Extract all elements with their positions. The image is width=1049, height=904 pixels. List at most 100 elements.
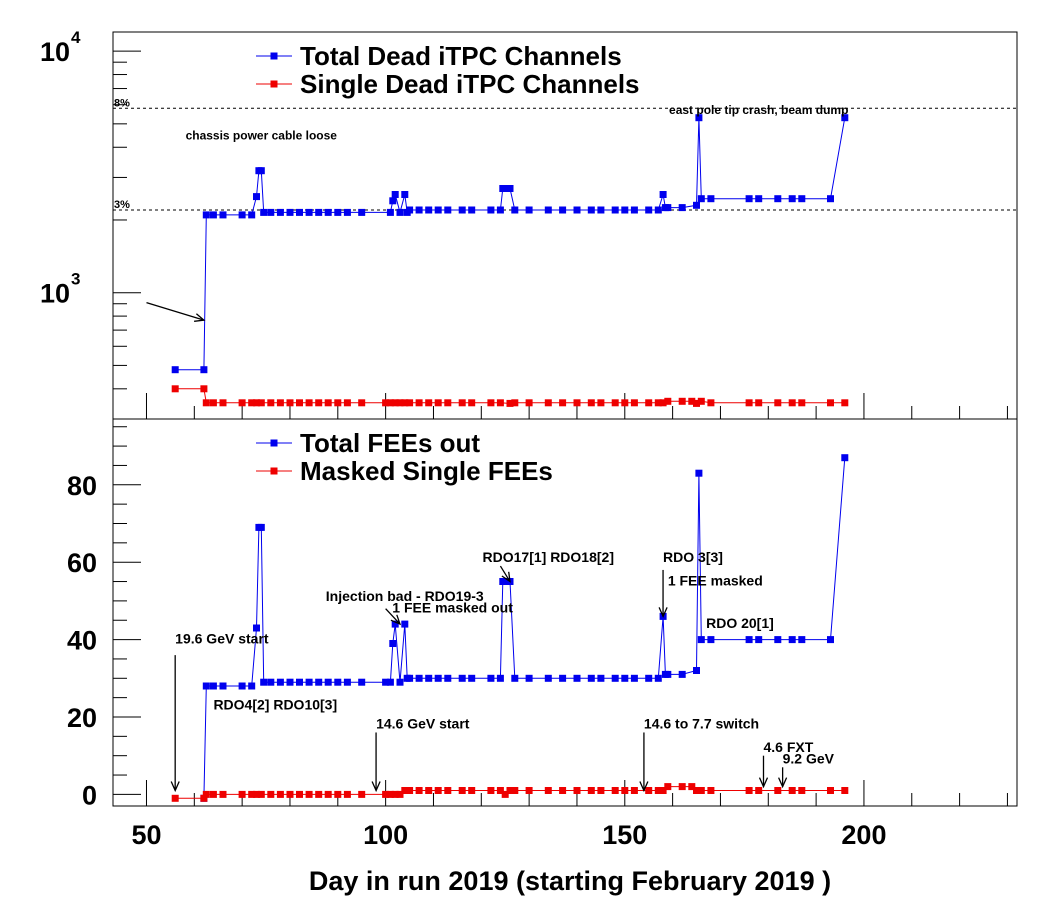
data-point-total xyxy=(209,211,217,219)
data-point-single xyxy=(693,787,700,794)
data-point-total xyxy=(798,636,806,644)
data-point-single xyxy=(382,790,390,798)
data-point-total xyxy=(630,206,638,214)
data-point-total xyxy=(468,206,476,214)
legend-label: Masked Single FEEs xyxy=(300,456,553,486)
data-point-total xyxy=(506,185,514,192)
data-point-single xyxy=(286,399,294,407)
data-point-total xyxy=(219,682,227,690)
data-point-single xyxy=(209,790,217,798)
data-point-total xyxy=(573,674,581,682)
series-line-total xyxy=(175,117,846,371)
data-point-single xyxy=(343,399,351,407)
data-point-single xyxy=(267,399,275,407)
data-point-single xyxy=(678,783,686,791)
data-point-single xyxy=(841,787,849,794)
data-point-single xyxy=(315,399,323,407)
y-tick-label: 40 xyxy=(67,626,97,656)
data-point-single xyxy=(659,787,667,794)
data-point-single xyxy=(693,399,700,407)
data-point-single xyxy=(386,399,394,407)
annotation-arrow xyxy=(146,301,205,321)
data-point-single xyxy=(382,399,390,407)
data-point-single xyxy=(305,399,313,407)
data-point-single xyxy=(425,399,433,407)
data-point-single xyxy=(343,790,351,798)
x-tick-label: 200 xyxy=(841,820,886,850)
data-point-total xyxy=(707,195,715,203)
data-point-single xyxy=(324,399,332,407)
legend-swatch-marker xyxy=(270,439,278,447)
annotation-label: RDO 20[1] xyxy=(706,615,774,631)
data-point-total xyxy=(267,678,275,686)
data-point-total xyxy=(841,454,849,462)
data-point-total xyxy=(406,674,414,682)
data-point-total xyxy=(391,620,399,628)
data-point-single xyxy=(573,399,581,407)
data-point-total xyxy=(444,206,452,214)
data-point-single xyxy=(334,399,342,407)
data-point-single xyxy=(202,790,210,798)
data-point-single xyxy=(415,399,423,407)
annotation-arrowhead xyxy=(501,571,511,583)
data-point-total xyxy=(415,674,423,682)
data-point-total xyxy=(654,206,662,214)
data-point-single xyxy=(664,783,672,791)
data-point-total xyxy=(678,670,686,678)
data-point-single xyxy=(200,385,208,393)
data-point-total xyxy=(695,114,703,122)
data-point-single xyxy=(511,787,519,794)
reference-line-label: 3% xyxy=(114,199,130,211)
data-point-single xyxy=(597,787,605,794)
data-point-single xyxy=(611,787,619,794)
data-point-total xyxy=(396,678,404,686)
data-point-single xyxy=(415,787,423,794)
data-point-total xyxy=(315,678,323,686)
annotation-arrowhead xyxy=(758,777,769,789)
data-point-single xyxy=(511,399,519,407)
data-point-single xyxy=(487,399,495,407)
data-point-single xyxy=(559,787,567,794)
data-point-single xyxy=(587,787,595,794)
data-point-total xyxy=(257,167,265,175)
annotation-label: 14.6 GeV start xyxy=(376,716,470,732)
annotation-arrowhead xyxy=(658,607,668,619)
data-point-total xyxy=(391,191,399,198)
legend-label: Total Dead iTPC Channels xyxy=(300,41,622,71)
bottom-panel-frame xyxy=(112,418,1018,807)
data-point-total xyxy=(525,674,533,682)
data-point-single xyxy=(645,399,653,407)
annotation-arrowhead xyxy=(778,777,788,789)
legend-label: Single Dead iTPC Channels xyxy=(300,69,640,99)
data-point-single xyxy=(501,790,509,798)
annotation-label: 4.6 FXT xyxy=(763,739,813,755)
data-point-total xyxy=(468,674,476,682)
data-point-single xyxy=(358,399,366,407)
data-point-single xyxy=(434,787,442,794)
data-point-total xyxy=(496,674,504,682)
data-point-single xyxy=(621,399,629,407)
data-point-total xyxy=(358,678,366,686)
annotation-arrowhead xyxy=(170,781,180,793)
data-point-total xyxy=(745,195,753,203)
data-point-single xyxy=(827,399,834,407)
annotation-arrowhead xyxy=(371,781,381,793)
data-point-single xyxy=(305,790,313,798)
data-point-total xyxy=(248,211,256,219)
data-point-single xyxy=(587,399,595,407)
data-point-total xyxy=(425,206,433,214)
data-point-total xyxy=(745,636,753,644)
data-point-single xyxy=(496,787,504,794)
data-point-single xyxy=(386,790,394,798)
data-point-single xyxy=(788,399,796,407)
data-point-total xyxy=(511,206,519,214)
data-point-single xyxy=(755,787,763,794)
annotation-label: 1 FEE masked xyxy=(668,572,763,588)
data-point-total xyxy=(774,195,782,203)
data-point-total xyxy=(664,670,672,678)
data-point-total xyxy=(788,636,796,644)
bottom-annotations: 19.6 GeV start RDO4[2] RDO10[3] 14.6 GeV s… xyxy=(170,549,835,793)
annotation-label: RDO17[1] RDO18[2] xyxy=(483,549,614,565)
data-point-total xyxy=(257,523,265,531)
